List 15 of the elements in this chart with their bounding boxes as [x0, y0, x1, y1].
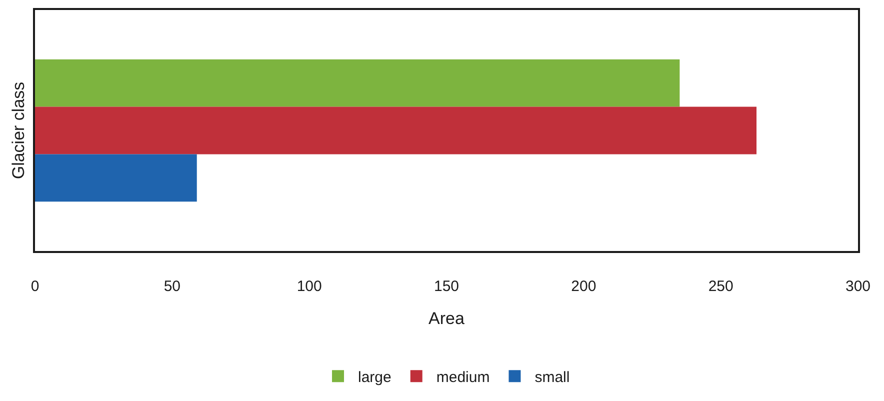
- legend-label: medium: [436, 368, 490, 386]
- bar: [35, 154, 197, 202]
- x-tick-label: 0: [30, 278, 40, 295]
- x-tick-label: 100: [296, 278, 322, 295]
- x-axis-title: Area: [428, 308, 465, 328]
- x-tick-label: 300: [845, 278, 871, 295]
- x-tick-label: 200: [571, 278, 596, 295]
- x-tick-label: 150: [434, 278, 460, 295]
- x-tick-label: 50: [164, 278, 181, 295]
- bar: [35, 106, 756, 154]
- legend-label: large: [358, 368, 392, 386]
- legend-label: small: [534, 368, 570, 386]
- bar: [35, 59, 680, 107]
- x-tick-label: 250: [708, 278, 734, 295]
- y-axis-title: Glacier class: [9, 82, 28, 180]
